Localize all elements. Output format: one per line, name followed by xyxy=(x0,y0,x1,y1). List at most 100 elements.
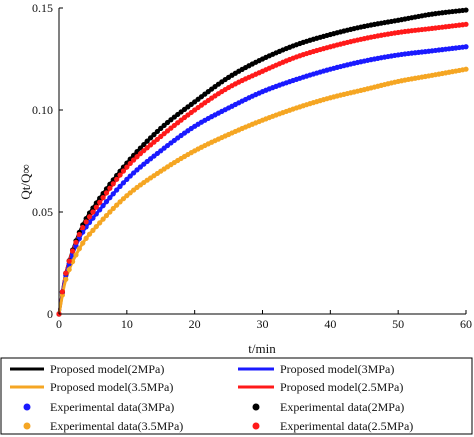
legend-dot-swatch xyxy=(23,403,31,411)
legend-label: Experimental data(3MPa) xyxy=(50,400,174,414)
x-tick-label: 60 xyxy=(460,317,472,331)
data-point xyxy=(97,199,103,205)
x-tick-label: 40 xyxy=(324,317,336,331)
legend-label: Proposed model(3.5MPa) xyxy=(50,380,173,394)
legend-item: Proposed model(3MPa) xyxy=(238,362,394,376)
legend-item: Proposed model(2MPa) xyxy=(10,362,164,376)
data-point xyxy=(83,219,89,225)
legend-label: Experimental data(3.5MPa) xyxy=(50,419,183,433)
y-tick-label: 0.05 xyxy=(32,205,53,219)
data-point xyxy=(114,187,120,193)
data-point xyxy=(161,122,167,128)
data-point xyxy=(134,167,140,173)
data-point xyxy=(151,132,157,138)
data-point xyxy=(114,176,120,182)
y-axis-title: Qt/Q∞ xyxy=(18,164,33,199)
data-point xyxy=(134,154,140,160)
data-point xyxy=(103,212,110,219)
data-point xyxy=(114,202,120,208)
legend-dot-swatch xyxy=(252,422,260,430)
x-tick-label: 30 xyxy=(257,317,269,331)
data-point xyxy=(124,164,130,170)
data-point xyxy=(117,199,123,205)
data-point xyxy=(103,190,110,196)
data-point xyxy=(107,185,113,191)
y-tick-label: 0.10 xyxy=(32,103,53,117)
series-points-experimental-data-3-5mpa- xyxy=(56,66,469,317)
data-point xyxy=(147,135,154,141)
data-point xyxy=(117,183,123,189)
legend-dot-swatch xyxy=(252,403,260,411)
x-tick-label: 0 xyxy=(56,317,62,331)
data-point xyxy=(120,180,127,186)
data-point xyxy=(124,193,130,199)
data-point xyxy=(90,209,96,215)
data-point xyxy=(124,176,130,182)
plot-area xyxy=(56,7,469,317)
data-point xyxy=(73,239,79,245)
legend-item: Experimental data(3MPa) xyxy=(23,400,174,414)
data-point xyxy=(131,157,137,163)
data-point xyxy=(141,148,147,154)
legend-item: Experimental data(3.5MPa) xyxy=(23,419,183,433)
data-point xyxy=(463,7,469,13)
data-point xyxy=(120,196,127,202)
data-point xyxy=(73,252,79,258)
data-point xyxy=(463,21,469,27)
x-tick-label: 10 xyxy=(121,317,133,331)
legend-item: Proposed model(2.5MPa) xyxy=(238,380,403,394)
y-tick-label: 0.15 xyxy=(32,1,53,15)
data-point xyxy=(131,170,137,176)
legend-label: Proposed model(2MPa) xyxy=(50,362,164,376)
data-point xyxy=(93,223,99,230)
legend-label: Experimental data(2.5MPa) xyxy=(280,419,413,433)
data-point xyxy=(86,214,93,220)
data-point xyxy=(76,246,82,252)
data-point xyxy=(463,44,469,50)
data-point xyxy=(117,172,123,178)
legend-item: Experimental data(2.5MPa) xyxy=(252,419,413,433)
y-tick-label: 0 xyxy=(47,307,53,321)
legend-item: Proposed model(3.5MPa) xyxy=(10,380,173,394)
data-point xyxy=(86,231,93,237)
x-axis: 0 10 20 30 40 50 60 xyxy=(56,310,472,331)
data-point xyxy=(141,141,147,148)
data-point xyxy=(110,181,116,187)
data-point xyxy=(66,258,72,264)
legend-item: Experimental data(2MPa) xyxy=(252,400,404,414)
data-point xyxy=(100,203,106,209)
data-point xyxy=(59,289,65,295)
data-point xyxy=(110,191,116,197)
data-point xyxy=(137,151,143,157)
data-point xyxy=(127,160,133,167)
data-point xyxy=(110,205,116,212)
data-point xyxy=(154,128,160,135)
x-tick-label: 50 xyxy=(392,317,404,331)
series-points-experimental-data-2-5mpa- xyxy=(56,21,469,317)
data-point xyxy=(127,173,133,179)
legend-box xyxy=(0,357,473,435)
data-point xyxy=(158,125,164,131)
data-point xyxy=(69,248,76,254)
data-point xyxy=(100,195,106,201)
data-point xyxy=(63,270,69,276)
legend-label: Experimental data(2MPa) xyxy=(280,400,404,414)
data-point xyxy=(144,138,150,144)
data-point xyxy=(76,231,82,238)
y-axis: 0 0.05 0.10 0.15 xyxy=(32,1,63,321)
data-point xyxy=(103,199,110,205)
data-point xyxy=(93,204,99,210)
data-point xyxy=(120,168,127,174)
data-point xyxy=(83,235,89,241)
data-point xyxy=(66,266,72,273)
legend-label: Proposed model(2.5MPa) xyxy=(280,380,403,394)
data-point xyxy=(107,209,113,215)
data-point xyxy=(100,216,106,222)
data-point xyxy=(107,195,113,201)
x-tick-label: 20 xyxy=(189,317,201,331)
series-points-experimental-data-3mpa- xyxy=(56,44,469,317)
series-line-proposed-model-3-5mpa- xyxy=(57,67,467,315)
data-point xyxy=(463,66,469,72)
data-point xyxy=(80,240,86,246)
series-line-proposed-model-3mpa- xyxy=(57,45,467,315)
